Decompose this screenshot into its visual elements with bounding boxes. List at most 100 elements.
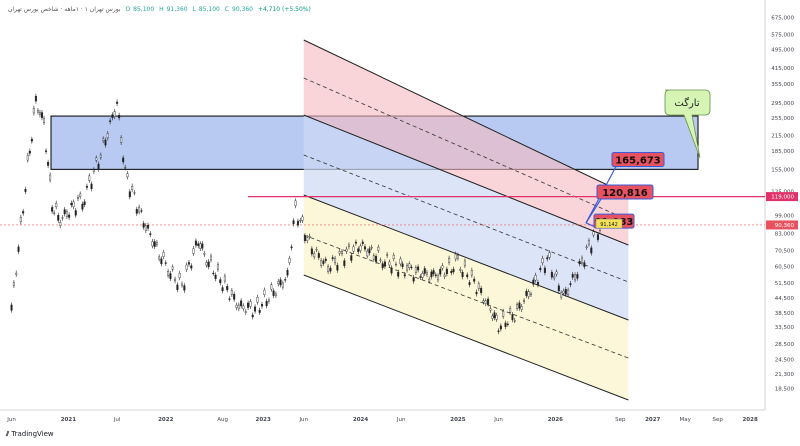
candle-body <box>525 290 528 296</box>
candle-body <box>88 175 91 181</box>
candle-body <box>43 118 46 123</box>
x-tick-label: Aug <box>217 417 228 423</box>
candle-body <box>51 207 54 212</box>
candle-body <box>361 241 364 244</box>
target-label-1: 120,816 <box>602 188 648 199</box>
candle-body <box>397 272 400 277</box>
x-tick-label: May <box>680 417 692 423</box>
candle-body <box>350 255 353 261</box>
candle-body <box>85 185 88 188</box>
channel-bottom-line <box>303 274 629 401</box>
candle-body <box>128 191 131 198</box>
candle-body <box>541 258 544 264</box>
candle-body <box>536 282 539 286</box>
candle-body <box>587 240 590 245</box>
candle-body <box>226 286 229 291</box>
candle-body <box>562 290 565 294</box>
candle-body <box>59 222 62 226</box>
price-change: +4,710 (+5.50%) <box>257 6 311 13</box>
x-tick-label: 2022 <box>158 417 173 423</box>
candle-body <box>341 251 344 254</box>
candle-body <box>147 225 150 229</box>
candle-body <box>286 270 289 276</box>
y-tick-label: 60,500 <box>775 264 795 270</box>
target-callout-bubble <box>664 89 711 159</box>
channel-lower-line <box>303 194 629 321</box>
candle-body <box>419 276 422 278</box>
candle-body <box>28 150 31 154</box>
candle-body <box>504 322 507 327</box>
candle-body <box>160 258 163 265</box>
symbol-name[interactable]: بورس تهران ۱ · ۱ماهه · شاخص بورس تهران <box>8 6 121 13</box>
candle-body <box>68 214 71 218</box>
candle-body <box>95 157 98 161</box>
candle-body <box>560 292 563 298</box>
candle-body <box>412 277 415 282</box>
candle-body <box>506 323 509 325</box>
candle-body <box>401 263 404 267</box>
candle-body <box>15 272 18 275</box>
ohlc-open: 85,100 <box>133 6 155 13</box>
y-tick-label: 355,000 <box>771 82 794 88</box>
candle-body <box>212 272 215 275</box>
candle-body <box>53 212 56 214</box>
candle-body <box>187 262 190 265</box>
candle-body <box>151 241 154 247</box>
candle-body <box>569 283 572 285</box>
candle-body <box>72 201 75 207</box>
symbol-header: بورس تهران ۱ · ۱ماهه · شاخص بورس تهران O… <box>8 6 311 13</box>
candle-body <box>17 246 20 252</box>
candle-body <box>76 197 79 199</box>
y-tick-label: 51,500 <box>775 281 795 287</box>
candle-body <box>233 294 236 300</box>
candle-body <box>192 248 195 254</box>
y-tick-label: 44,500 <box>775 296 795 302</box>
candle-body <box>270 284 273 290</box>
candle-body <box>164 262 167 264</box>
candle-body <box>313 253 316 258</box>
candle-body <box>203 253 206 255</box>
candle-body <box>79 193 82 197</box>
tradingview-logo[interactable]: ⫽ TradingView <box>6 430 54 438</box>
candle-body <box>448 257 451 263</box>
channel-upper-line <box>303 39 629 196</box>
candle-body <box>284 279 287 281</box>
candle-body <box>261 304 264 307</box>
candle-body <box>10 304 13 311</box>
candle-body <box>439 268 442 275</box>
y-tick-label: 24,500 <box>775 357 795 363</box>
candle-body <box>81 203 84 210</box>
y-tick-label: 18,500 <box>775 386 795 392</box>
candle-body <box>223 275 226 282</box>
candle-body <box>592 231 595 236</box>
candle-body <box>181 283 184 286</box>
candle-body <box>310 248 313 255</box>
candle-body <box>70 202 73 206</box>
candle-body <box>383 261 386 267</box>
candle-body <box>578 261 581 265</box>
y-tick-label: 99,000 <box>775 214 795 220</box>
candle-body <box>475 291 478 295</box>
ohlc-high-label: H <box>159 6 164 13</box>
candle-body <box>90 183 93 190</box>
candle-body <box>201 243 204 249</box>
candle-body <box>390 267 393 274</box>
x-tick-label: 2026 <box>548 417 563 423</box>
candle-body <box>377 246 380 251</box>
target-label-box-0 <box>611 151 665 167</box>
y-tick-label: 255,000 <box>771 116 794 122</box>
candle-body <box>209 255 212 261</box>
candle-body <box>428 278 431 282</box>
candle-body <box>176 284 179 290</box>
candle-body <box>45 150 48 152</box>
candle-body <box>434 274 437 276</box>
candle-body <box>482 300 485 303</box>
candle-body <box>265 300 268 307</box>
candle-body <box>256 297 259 303</box>
candle-body <box>585 246 588 248</box>
candle-body <box>99 154 102 158</box>
candle-body <box>555 271 558 275</box>
candle-body <box>61 217 64 219</box>
